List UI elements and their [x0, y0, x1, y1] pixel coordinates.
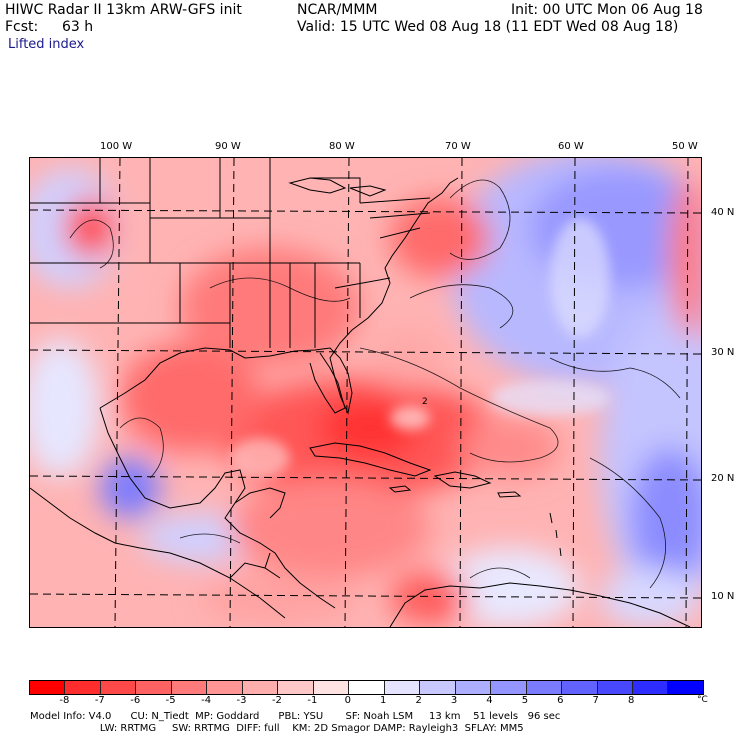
colorbar-tick-label: -5: [165, 695, 176, 706]
colorbar-swatch: [136, 681, 172, 694]
colorbar-swatch: [30, 681, 66, 694]
lon-label-70w: 70 W: [445, 141, 471, 152]
lon-label-90w: 90 W: [215, 141, 241, 152]
colorbar-tick-label: 2: [415, 695, 422, 706]
colorbar-swatch: [384, 681, 421, 694]
colorbar-tick-label: -8: [59, 695, 70, 706]
colorbar-swatch: [668, 681, 703, 694]
colorbar-tick-label: 4: [486, 695, 493, 706]
colorbar-tick-label: 1: [380, 695, 387, 706]
colorbar-swatch: [455, 681, 492, 694]
colorbar-swatch: [207, 681, 243, 694]
colorbar-swatch: [242, 681, 279, 694]
colorbar-tick-label: 0: [344, 695, 351, 706]
contour-label: 2: [422, 397, 428, 407]
lon-label-50w: 50 W: [672, 141, 698, 152]
colorbar-tick-label: 7: [592, 695, 599, 706]
colorbar-swatch: [278, 681, 314, 694]
init-time: Init: 00 UTC Mon 06 Aug 18: [511, 2, 703, 18]
colorbar-tick-label: -2: [271, 695, 282, 706]
colorbar-swatch: [491, 681, 527, 694]
colorbar-swatch: [562, 681, 598, 694]
colorbar-swatch: [65, 681, 101, 694]
model-title: HIWC Radar II 13km ARW-GFS init: [5, 2, 242, 18]
colorbar-swatch: [100, 681, 137, 694]
lat-label-40n: 40 N: [711, 207, 735, 218]
lon-label-100w: 100 W: [100, 141, 133, 152]
colorbar-tick-label: -3: [236, 695, 247, 706]
lifted-index-field: [30, 158, 701, 627]
lat-label-10n: 10 N: [711, 591, 735, 602]
lon-label-60w: 60 W: [558, 141, 584, 152]
colorbar-swatch: [313, 681, 350, 694]
valid-time: Valid: 15 UTC Wed 08 Aug 18 (11 EDT Wed …: [297, 19, 679, 35]
model-info-line2: LW: RRTMG SW: RRTMG DIFF: full KM: 2D Sm…: [30, 723, 524, 734]
lon-label-80w: 80 W: [329, 141, 355, 152]
lat-label-20n: 20 N: [711, 473, 735, 484]
colorbar-tick-label: -7: [94, 695, 105, 706]
model-info-line1: Model Info: V4.0 CU: N_Tiedt MP: Goddard…: [30, 711, 561, 722]
colorbar-swatch: [632, 681, 669, 694]
center-org: NCAR/MMM: [297, 2, 378, 18]
forecast-label: Fcst:: [5, 19, 39, 35]
colorbar-unit: °C: [697, 695, 708, 705]
contour-lines: [69, 179, 681, 589]
colorbar-swatch: [420, 681, 456, 694]
colorbar: [29, 680, 704, 695]
lat-label-30n: 30 N: [711, 347, 735, 358]
colorbar-tick-label: -1: [307, 695, 318, 706]
colorbar-tick-label: 3: [450, 695, 458, 706]
lat-lon-grid: [30, 158, 701, 627]
lifted-index-map: 2: [29, 157, 702, 628]
colorbar-tick-label: 6: [557, 695, 564, 706]
colorbar-tick-label: 5: [521, 695, 529, 706]
forecast-hours: 63 h: [62, 19, 94, 35]
colorbar-tick-label: -4: [201, 695, 212, 706]
colorbar-tick-label: -6: [130, 695, 141, 706]
colorbar-swatch: [597, 681, 633, 694]
colorbar-swatch: [349, 681, 385, 694]
colorbar-tick-label: 8: [627, 695, 635, 706]
colorbar-swatch: [526, 681, 563, 694]
colorbar-swatch: [171, 681, 208, 694]
coastlines: [30, 158, 691, 627]
field-name: Lifted index: [8, 37, 85, 52]
